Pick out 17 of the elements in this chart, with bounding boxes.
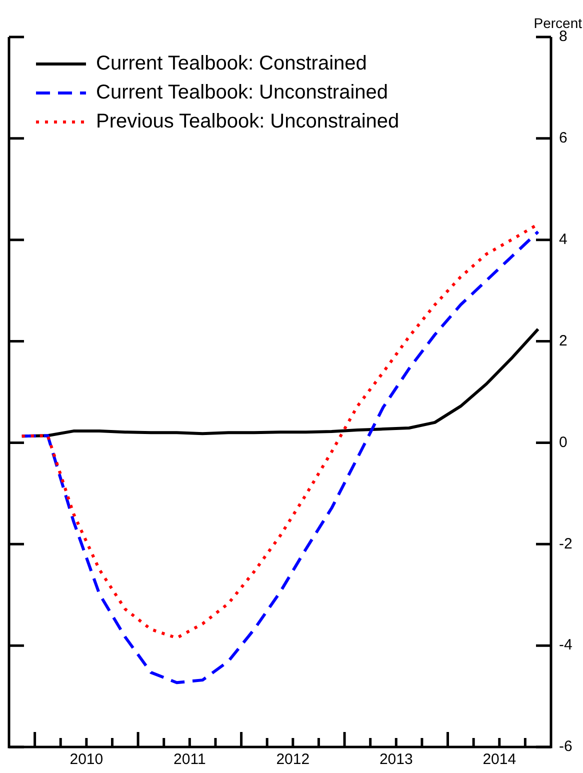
legend-label: Previous Tealbook: Unconstrained [96,110,400,133]
y-tick-label: -4 [559,636,572,654]
y-tick-label: 0 [559,434,568,451]
x-tick-label: 2012 [276,751,310,768]
x-tick-label: 2014 [482,751,516,768]
y-tick-label: 8 [559,28,568,46]
x-tick-label: 2013 [379,751,413,768]
x-tick-label: 2010 [70,751,104,768]
y-tick-label: -6 [559,738,572,756]
y-tick-label: 4 [559,231,568,248]
y-axis-title: Percent [534,14,582,31]
legend-label: Current Tealbook: Constrained [96,52,367,75]
y-tick-label: -2 [559,535,572,552]
legend-label: Current Tealbook: Unconstrained [96,82,388,104]
x-tick-label: 2011 [174,751,206,768]
y-tick-label: 6 [559,130,568,147]
y-tick-label: 2 [559,332,568,350]
